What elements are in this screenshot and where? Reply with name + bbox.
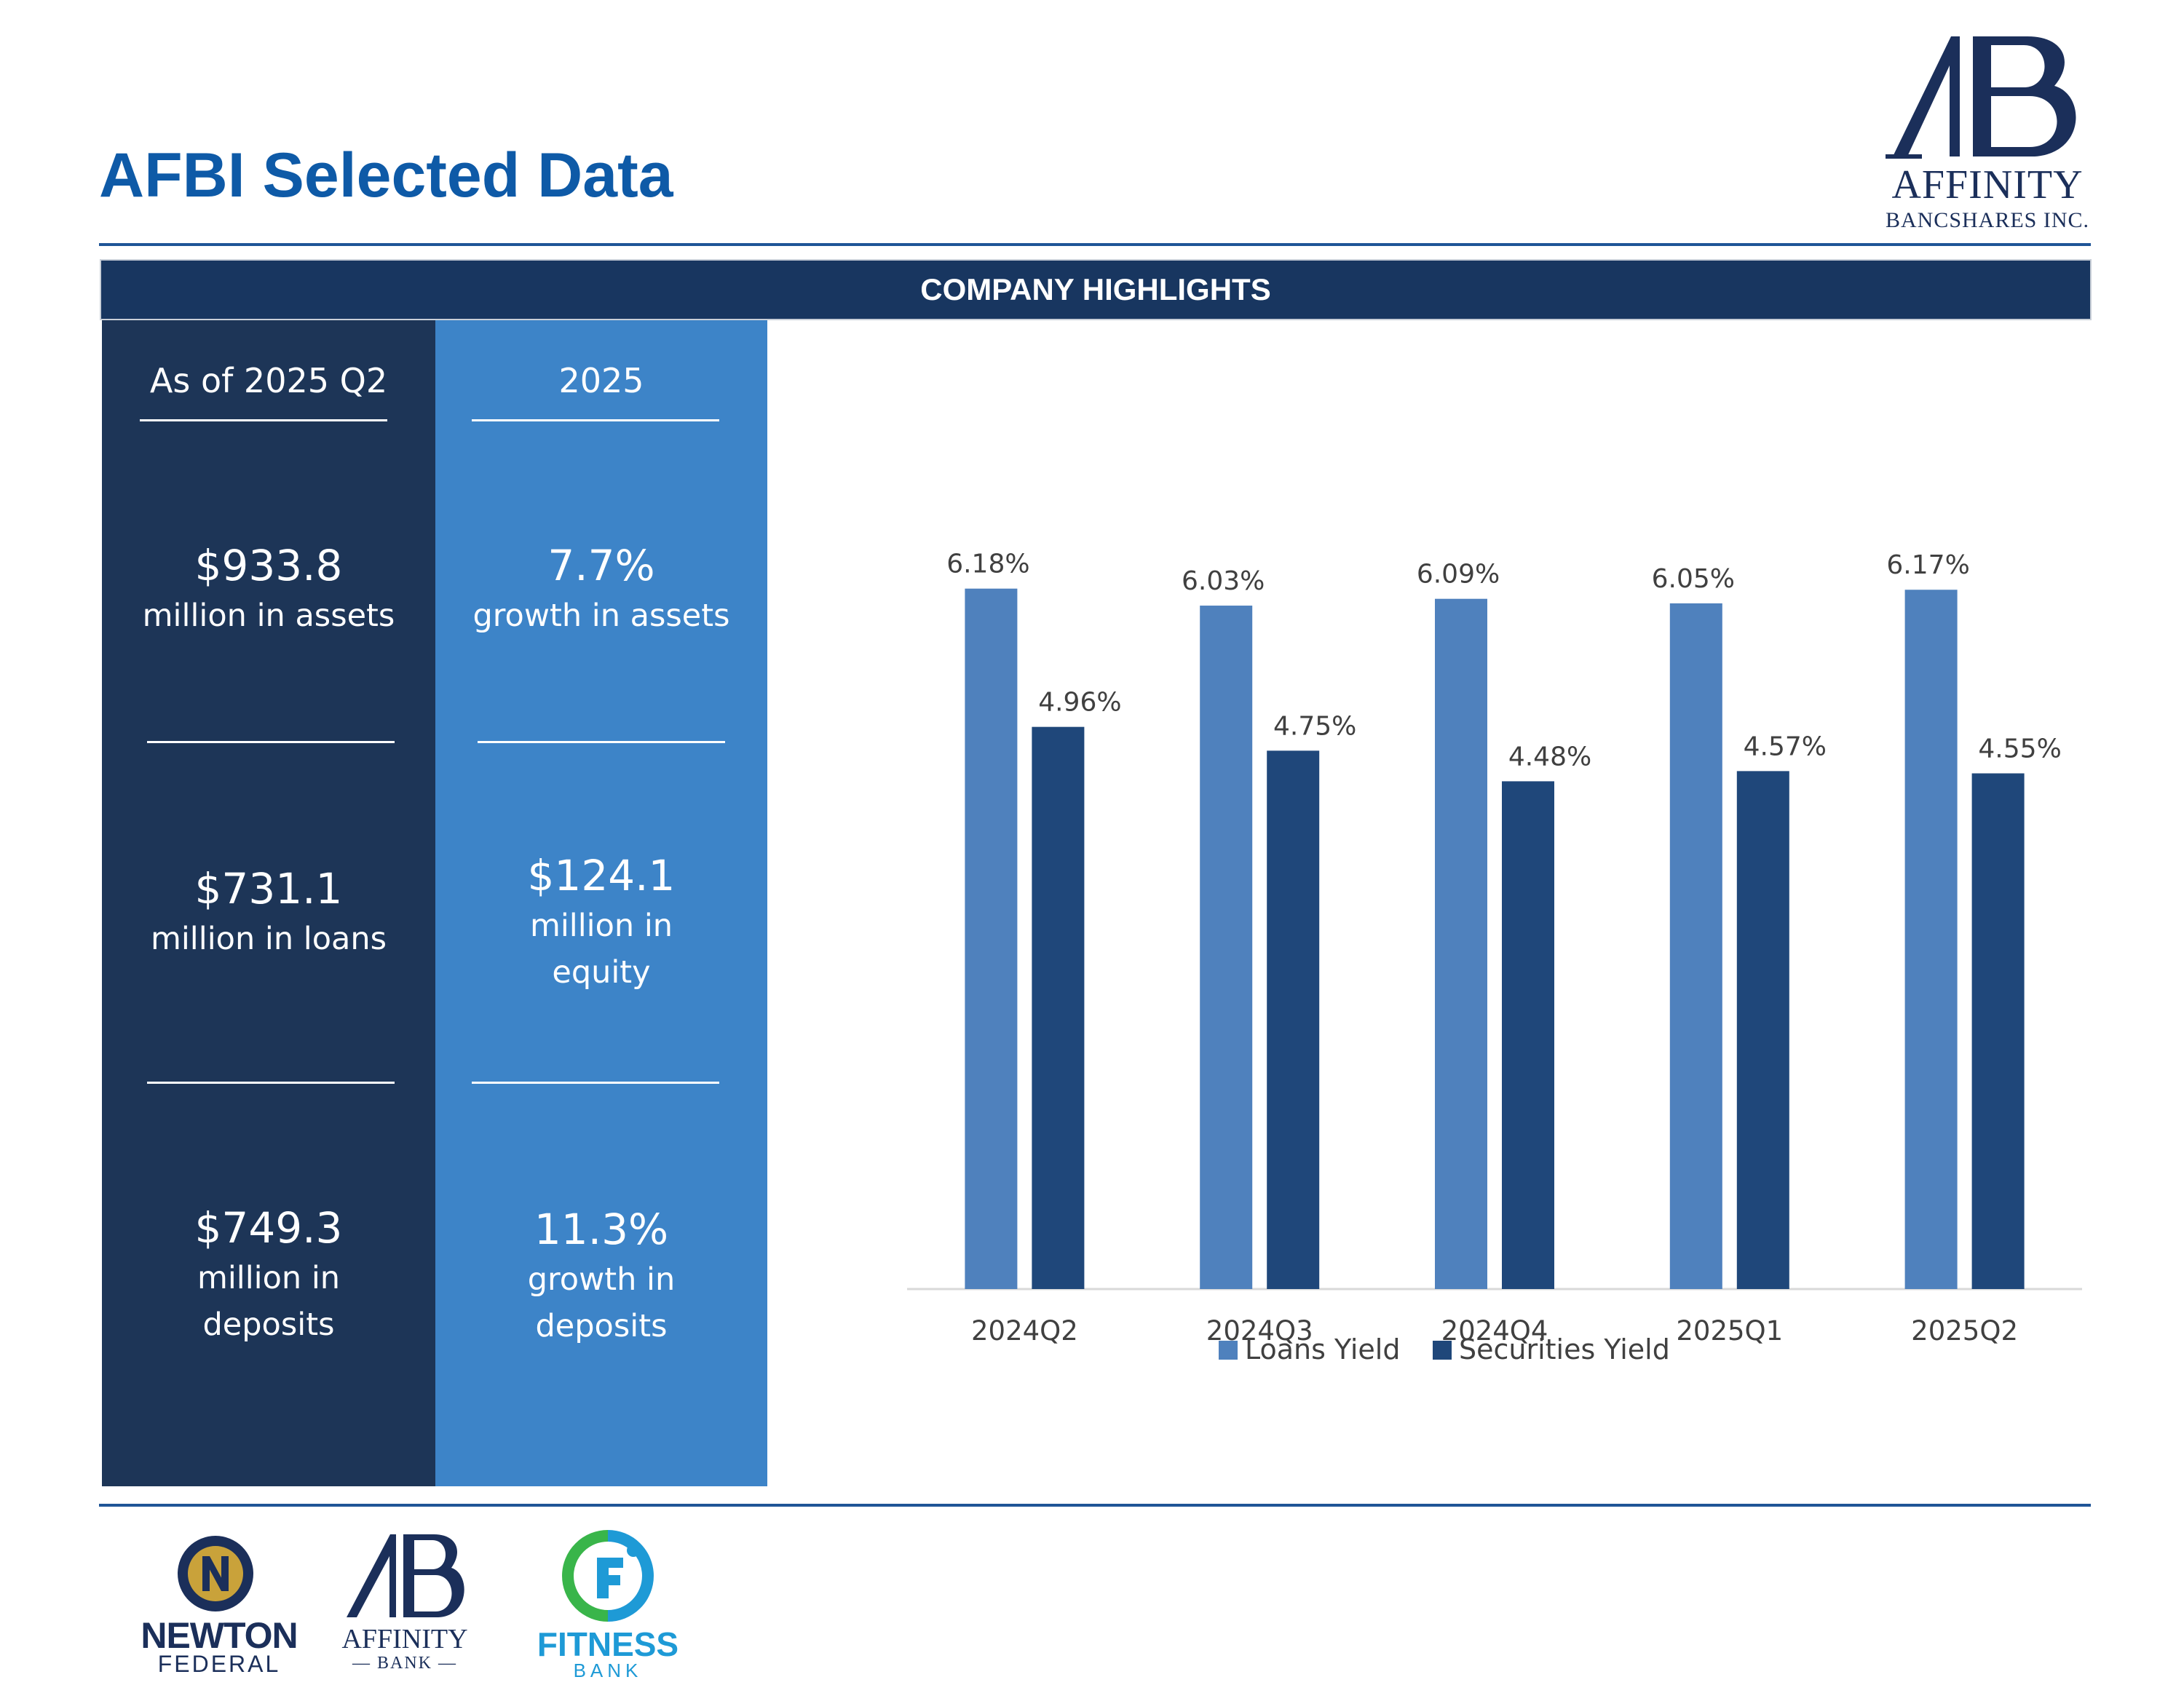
- stat-desc: million in: [529, 908, 673, 944]
- company-highlights-banner: COMPANY HIGHLIGHTS: [100, 259, 2092, 320]
- bar-securities-2024Q3: [1267, 750, 1320, 1289]
- bar-securities-2024Q2: [1032, 726, 1085, 1289]
- divider: [472, 1082, 719, 1084]
- category-label: 2024Q4: [1441, 1315, 1548, 1347]
- heading-underline: [140, 419, 387, 421]
- bar-securities-2025Q1: [1736, 771, 1789, 1289]
- data-label: 6.05%: [1652, 564, 1735, 594]
- highlights-column-right: 2025 7.7% growth in assets $124.1 millio…: [435, 320, 767, 1486]
- newton-name: NEWTON: [141, 1615, 298, 1656]
- page-title: AFBI Selected Data: [99, 140, 673, 210]
- bar-loans-2025Q2: [1904, 590, 1958, 1289]
- stat-desc: million in loans: [150, 921, 387, 957]
- fitness-bank-logo: FITNESS BANK: [531, 1529, 684, 1681]
- data-label: 6.09%: [1417, 560, 1500, 590]
- column-heading: As of 2025 Q2: [149, 361, 388, 400]
- header-divider: [99, 243, 2091, 246]
- logo-name: AFFINITY: [1891, 162, 2084, 207]
- logo-subtitle: BANCSHARES INC.: [1885, 208, 2090, 232]
- stat-desc: growth in assets: [472, 598, 730, 634]
- stat-deposits: $749.3 million in deposits: [102, 1201, 435, 1348]
- stat-desc: equity: [552, 954, 651, 991]
- affinity-bank-name: AFFINITY: [341, 1624, 468, 1654]
- stat-desc: growth in: [527, 1261, 676, 1298]
- stat-value: $731.1: [194, 864, 343, 913]
- stat-value: $749.3: [194, 1203, 343, 1253]
- stat-value: $124.1: [527, 851, 676, 900]
- stat-desc: million in assets: [142, 598, 395, 634]
- data-label: 4.96%: [1038, 688, 1121, 718]
- data-label: 4.75%: [1273, 711, 1356, 741]
- stat-value: 7.7%: [547, 541, 655, 590]
- stat-equity: $124.1 million in equity: [435, 849, 767, 996]
- stat-value: 11.3%: [534, 1205, 669, 1254]
- affinity-bank-subname: — BANK —: [352, 1654, 457, 1673]
- stat-value: $933.8: [194, 541, 343, 590]
- data-label: 4.55%: [1978, 734, 2061, 764]
- newton-emblem-icon: [178, 1536, 253, 1611]
- footer-divider: [99, 1504, 2091, 1507]
- category-label: 2025Q1: [1676, 1315, 1783, 1347]
- bar-loans-2024Q2: [965, 588, 1018, 1289]
- stat-desc: million in: [197, 1260, 341, 1296]
- ab-monogram-icon: [347, 1534, 464, 1617]
- bar-loans-2024Q4: [1435, 598, 1487, 1289]
- stat-deposit-growth: 11.3% growth in deposits: [435, 1202, 767, 1349]
- legend-label: Loans Yield: [1245, 1333, 1400, 1365]
- legend-label: Securities Yield: [1459, 1333, 1670, 1365]
- bar-securities-2025Q2: [1971, 773, 2025, 1289]
- category-label: 2025Q2: [1911, 1315, 2018, 1347]
- stat-asset-growth: 7.7% growth in assets: [435, 539, 767, 639]
- bar-securities-2024Q4: [1502, 781, 1554, 1289]
- divider: [147, 1082, 395, 1084]
- stat-desc: deposits: [202, 1307, 335, 1343]
- affinity-bank-logo: AFFINITY — BANK —: [332, 1529, 478, 1681]
- highlights-column-left: As of 2025 Q2 $933.8 million in assets $…: [102, 320, 435, 1486]
- stat-assets: $933.8 million in assets: [102, 539, 435, 639]
- data-label: 6.03%: [1182, 566, 1265, 596]
- bar-loans-2025Q1: [1669, 603, 1722, 1289]
- category-label: 2024Q2: [971, 1315, 1078, 1347]
- data-label: 6.18%: [946, 550, 1029, 579]
- stat-loans: $731.1 million in loans: [102, 862, 435, 962]
- data-label: 4.48%: [1508, 742, 1591, 772]
- fitness-subname: BANK: [573, 1660, 643, 1681]
- data-label: 6.17%: [1886, 550, 1969, 580]
- fitness-name: FITNESS: [537, 1625, 679, 1663]
- affinity-bancshares-logo: [1886, 36, 2076, 159]
- newton-federal-logo: NEWTON FEDERAL: [128, 1533, 310, 1678]
- column-heading: 2025: [558, 361, 644, 400]
- bar-loans-2024Q3: [1200, 606, 1253, 1289]
- data-label: 4.57%: [1744, 732, 1827, 761]
- legend-swatch: [1219, 1341, 1238, 1360]
- stat-desc: deposits: [535, 1308, 668, 1344]
- yield-bar-chart: 6.18%4.96%2024Q26.03%4.75%2024Q36.09%4.4…: [907, 550, 2082, 1365]
- divider: [478, 741, 725, 743]
- newton-subname: FEDERAL: [157, 1651, 281, 1677]
- divider: [147, 741, 395, 743]
- legend-swatch: [1433, 1341, 1452, 1360]
- fitness-f-icon: [562, 1530, 654, 1622]
- heading-underline: [472, 419, 719, 421]
